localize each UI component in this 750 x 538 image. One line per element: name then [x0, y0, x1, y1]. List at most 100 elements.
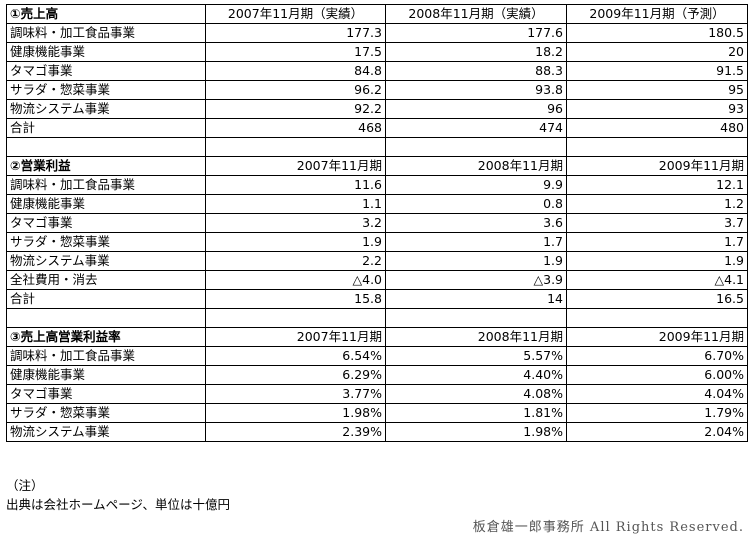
- table-row: 物流システム事業 2.39% 1.98% 2.04%: [6, 422, 748, 442]
- section-title: ①売上高: [6, 4, 206, 24]
- value-cell: 4.04%: [566, 384, 748, 404]
- empty-cell: [6, 137, 206, 157]
- value-cell: 4.08%: [385, 384, 567, 404]
- value-cell: 474: [385, 118, 567, 138]
- value-cell: 14: [385, 289, 567, 309]
- section-title: ③売上高営業利益率: [6, 327, 206, 347]
- value-cell: 2.39%: [205, 422, 386, 442]
- value-cell: 96: [385, 99, 567, 119]
- value-cell: 11.6: [205, 175, 386, 195]
- value-cell: 177.6: [385, 23, 567, 43]
- row-label: タマゴ事業: [6, 213, 206, 233]
- value-cell: 1.98%: [205, 403, 386, 423]
- value-cell: 180.5: [566, 23, 748, 43]
- row-label: サラダ・惣菜事業: [6, 232, 206, 252]
- value-cell: 12.1: [566, 175, 748, 195]
- section-title: ②営業利益: [6, 156, 206, 176]
- empty-cell: [205, 308, 386, 328]
- empty-cell: [205, 137, 386, 157]
- column-header: 2007年11月期（実績）: [205, 4, 386, 24]
- table-row: サラダ・惣菜事業 1.98% 1.81% 1.79%: [6, 403, 748, 423]
- row-label: 物流システム事業: [6, 251, 206, 271]
- row-label: 健康機能事業: [6, 365, 206, 385]
- row-label: 健康機能事業: [6, 42, 206, 62]
- value-cell: 9.9: [385, 175, 567, 195]
- column-header: 2008年11月期: [385, 156, 567, 176]
- blank-row: [6, 308, 748, 328]
- table-row: タマゴ事業 3.2 3.6 3.7: [6, 213, 748, 233]
- value-cell: 1.9: [566, 251, 748, 271]
- row-label: 調味料・加工食品事業: [6, 175, 206, 195]
- column-header: 2009年11月期: [566, 327, 748, 347]
- empty-cell: [385, 308, 567, 328]
- row-label: 物流システム事業: [6, 422, 206, 442]
- table-row: 健康機能事業 1.1 0.8 1.2: [6, 194, 748, 214]
- value-cell: △4.1: [566, 270, 748, 290]
- value-cell: 91.5: [566, 61, 748, 81]
- row-label: サラダ・惣菜事業: [6, 80, 206, 100]
- value-cell: 6.29%: [205, 365, 386, 385]
- table-row: 調味料・加工食品事業 177.3 177.6 180.5: [6, 23, 748, 43]
- financial-table: ①売上高 2007年11月期（実績） 2008年11月期（実績） 2009年11月期（…: [6, 4, 748, 442]
- value-cell: 177.3: [205, 23, 386, 43]
- value-cell: 20: [566, 42, 748, 62]
- value-cell: 1.7: [385, 232, 567, 252]
- value-cell: 2.2: [205, 251, 386, 271]
- table-row: 合計 15.8 14 16.5: [6, 289, 748, 309]
- value-cell: 15.8: [205, 289, 386, 309]
- value-cell: 0.8: [385, 194, 567, 214]
- note-source: 出典は会社ホームページ、単位は十億円: [6, 497, 231, 512]
- value-cell: 1.1: [205, 194, 386, 214]
- value-cell: 6.00%: [566, 365, 748, 385]
- value-cell: 3.77%: [205, 384, 386, 404]
- section-header-row: ①売上高 2007年11月期（実績） 2008年11月期（実績） 2009年11月期（…: [6, 4, 748, 24]
- column-header: 2008年11月期: [385, 327, 567, 347]
- value-cell: 1.9: [385, 251, 567, 271]
- value-cell: 1.98%: [385, 422, 567, 442]
- section-header-row: ③売上高営業利益率 2007年11月期 2008年11月期 2009年11月期: [6, 327, 748, 347]
- column-header: 2009年11月期（予測）: [566, 4, 748, 24]
- value-cell: 93.8: [385, 80, 567, 100]
- financial-table-body: ①売上高 2007年11月期（実績） 2008年11月期（実績） 2009年11月期（…: [6, 4, 748, 442]
- value-cell: 3.7: [566, 213, 748, 233]
- value-cell: △4.0: [205, 270, 386, 290]
- value-cell: 84.8: [205, 61, 386, 81]
- row-label: 合計: [6, 118, 206, 138]
- value-cell: 95: [566, 80, 748, 100]
- table-row: 物流システム事業 2.2 1.9 1.9: [6, 251, 748, 271]
- empty-cell: [385, 137, 567, 157]
- value-cell: 16.5: [566, 289, 748, 309]
- table-row: サラダ・惣菜事業 96.2 93.8 95: [6, 80, 748, 100]
- value-cell: 88.3: [385, 61, 567, 81]
- table-row: 全社費用・消去 △4.0 △3.9 △4.1: [6, 270, 748, 290]
- table-row: タマゴ事業 84.8 88.3 91.5: [6, 61, 748, 81]
- column-header: 2007年11月期: [205, 156, 386, 176]
- row-label: 調味料・加工食品事業: [6, 346, 206, 366]
- value-cell: 6.54%: [205, 346, 386, 366]
- row-label: 健康機能事業: [6, 194, 206, 214]
- row-label: 全社費用・消去: [6, 270, 206, 290]
- table-row: タマゴ事業 3.77% 4.08% 4.04%: [6, 384, 748, 404]
- column-header: 2007年11月期: [205, 327, 386, 347]
- value-cell: 480: [566, 118, 748, 138]
- row-label: 合計: [6, 289, 206, 309]
- row-label: タマゴ事業: [6, 61, 206, 81]
- row-label: タマゴ事業: [6, 384, 206, 404]
- blank-row: [6, 137, 748, 157]
- note-heading: （注）: [6, 478, 44, 493]
- value-cell: 4.40%: [385, 365, 567, 385]
- value-cell: 17.5: [205, 42, 386, 62]
- value-cell: 92.2: [205, 99, 386, 119]
- value-cell: 96.2: [205, 80, 386, 100]
- row-label: 調味料・加工食品事業: [6, 23, 206, 43]
- value-cell: 468: [205, 118, 386, 138]
- value-cell: 93: [566, 99, 748, 119]
- table-row: 調味料・加工食品事業 11.6 9.9 12.1: [6, 175, 748, 195]
- value-cell: 2.04%: [566, 422, 748, 442]
- column-header: 2009年11月期: [566, 156, 748, 176]
- value-cell: 3.2: [205, 213, 386, 233]
- table-row: 調味料・加工食品事業 6.54% 5.57% 6.70%: [6, 346, 748, 366]
- copyright-credit: 板倉雄一郎事務所 All Rights Reserved.: [472, 520, 744, 535]
- value-cell: 1.2: [566, 194, 748, 214]
- table-row: 物流システム事業 92.2 96 93: [6, 99, 748, 119]
